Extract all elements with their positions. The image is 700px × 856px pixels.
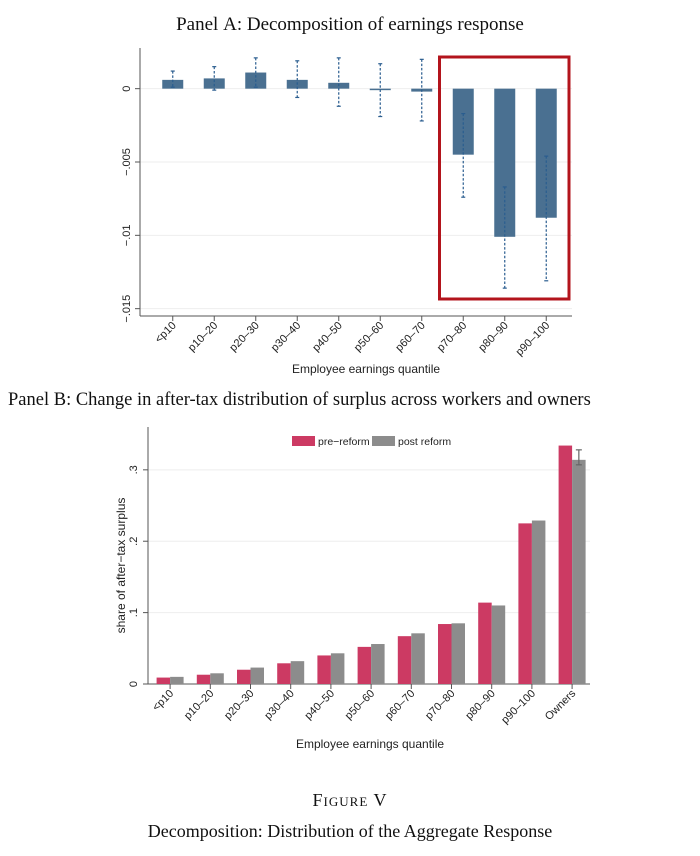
bar-post-reform: [250, 667, 264, 684]
bar-pre-reform: [438, 624, 452, 684]
bar-post-reform: [451, 623, 465, 684]
x-tick-label-b: p70–80: [423, 688, 457, 722]
legend-label-post-reform: post reform: [398, 436, 451, 448]
legend-label-pre-reform: pre−reform: [318, 436, 370, 448]
x-axis-title-b: Employee earnings quantile: [296, 737, 444, 751]
figure-label: Figure V: [312, 790, 388, 810]
panel-a-chart: 0−.005−.01−.015<p10 p10–20 p20–30 p30–40 p40…: [121, 48, 572, 376]
panel-b-title: Panel B: Change in after-tax distributio…: [8, 390, 700, 411]
bar-pre-reform: [317, 655, 331, 684]
panel-a-title-rest: : Decomposition of earnings response: [236, 14, 524, 35]
panel-a-title-prefix: Panel: [176, 14, 224, 35]
y-tick-label-a: −.005: [121, 148, 133, 176]
x-tick-label-b: p30–40: [262, 688, 296, 722]
bar-pre-reform: [397, 636, 412, 684]
bar-post-reform: [371, 644, 385, 684]
y-tick-label-b: 0: [128, 681, 140, 687]
legend-swatch-pre-reform: [292, 436, 315, 446]
x-tick-label-b: p50–60: [343, 688, 377, 722]
bar-post-reform: [210, 673, 224, 684]
bar-a: [535, 88, 557, 218]
bar-post-reform: [531, 520, 546, 684]
bar-pre-reform: [558, 445, 573, 684]
x-tick-label-b: p20–30: [222, 688, 256, 722]
legend-swatch-post-reform: [372, 436, 395, 446]
bar-pre-reform: [357, 646, 372, 684]
panel-b-title-rest: : Change in after-tax distribution of su…: [66, 390, 591, 410]
y-tick-label-b: .1: [128, 608, 140, 617]
y-tick-label-a: −.01: [121, 224, 133, 246]
bar-a: [452, 88, 474, 155]
panel-b-title-letter: B: [53, 390, 67, 410]
bar-post-reform: [411, 633, 425, 684]
bar-pre-reform: [196, 674, 211, 684]
x-axis-title-a: Employee earnings quantile: [292, 362, 440, 376]
x-tick-label-b: p90–100: [499, 688, 538, 727]
x-tick-label-b: p60–70: [383, 688, 417, 722]
highlight-box-a: [438, 55, 571, 301]
y-tick-label-b: .3: [128, 465, 140, 474]
x-tick-label-b: p40–50: [303, 688, 337, 722]
bar-pre-reform: [478, 602, 492, 684]
panel-b-chart: 0 .1 .2 .3 share of after−tax surplus <p10 p10…: [114, 427, 590, 751]
bar-pre-reform: [237, 669, 251, 684]
bar-post-reform: [170, 676, 184, 684]
x-tick-label-b: <p10: [150, 688, 176, 714]
bar-pre-reform: [518, 523, 532, 684]
bar-post-reform: [491, 605, 506, 684]
bar-pre-reform: [156, 677, 171, 684]
bar-pre-reform: [277, 663, 291, 684]
y-tick-label-a: 0: [121, 86, 133, 92]
bar-post-reform: [330, 653, 345, 684]
y-axis-title-b: share of after−tax surplus: [114, 498, 128, 634]
x-tick-label-b: p10–20: [182, 688, 216, 722]
bar-post-reform: [290, 661, 305, 684]
panel-a-title-letter: A: [223, 14, 237, 35]
x-tick-label-b: Owners: [543, 687, 579, 723]
figure-caption: Decomposition: Distribution of the Aggre…: [147, 821, 553, 841]
panel-a-title: Panel A: Decomposition of earnings respo…: [0, 14, 700, 36]
bar-a: [494, 88, 516, 237]
y-tick-label-a: −.015: [121, 295, 133, 323]
bar-a: [369, 88, 391, 91]
y-tick-label-b: .2: [128, 537, 140, 546]
bar-post-reform: [572, 459, 586, 684]
bar-a: [203, 78, 225, 89]
x-tick-label-b: p80–90: [463, 688, 497, 722]
panel-b-title-prefix: Panel: [8, 390, 54, 410]
